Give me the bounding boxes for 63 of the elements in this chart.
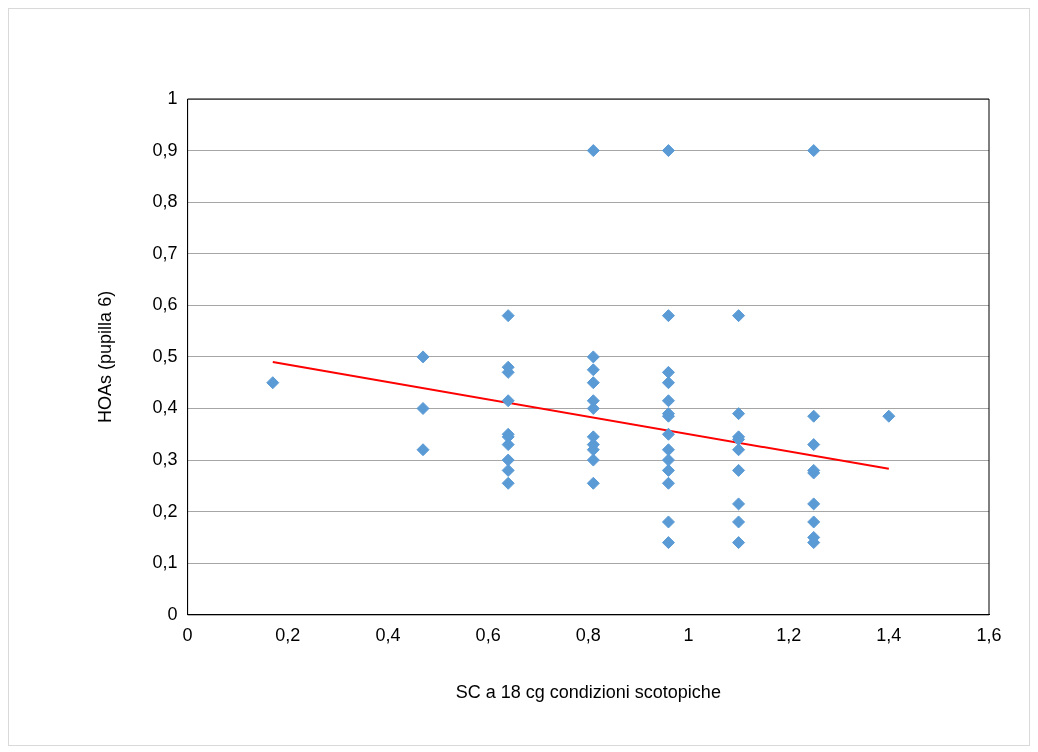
point	[501, 453, 515, 467]
point	[266, 376, 280, 390]
point	[661, 144, 675, 158]
x-tick-label: 1	[683, 624, 694, 645]
point	[661, 365, 675, 379]
y-axis-title: HOAs (pupilla 6)	[94, 290, 115, 423]
x-tick-label: 1,6	[976, 624, 1002, 645]
point	[501, 394, 515, 408]
x-tick-label: 1,4	[876, 624, 902, 645]
x-tick-label: 0	[182, 624, 193, 645]
point	[501, 476, 515, 490]
x-tick-label: 0,8	[575, 624, 601, 645]
point	[807, 409, 821, 423]
point	[661, 309, 675, 323]
x-tick-label: 1,2	[776, 624, 802, 645]
point	[586, 350, 600, 364]
x-tick-label: 0,6	[475, 624, 501, 645]
y-tick-label: 0	[167, 603, 178, 624]
point	[882, 409, 896, 423]
point	[732, 463, 746, 477]
point	[501, 309, 515, 323]
point	[661, 515, 675, 529]
point	[732, 309, 746, 323]
x-tick-label: 0,4	[375, 624, 401, 645]
point	[501, 463, 515, 477]
point	[661, 443, 675, 457]
point	[586, 144, 600, 158]
point	[807, 515, 821, 529]
y-tick-label: 0,9	[152, 139, 178, 160]
x-tick-label: 0,2	[275, 624, 301, 645]
point	[807, 144, 821, 158]
point	[661, 463, 675, 477]
x-axis-title: SC a 18 cg condizioni scotopiche	[455, 682, 721, 703]
point	[586, 476, 600, 490]
point	[586, 376, 600, 390]
point	[732, 407, 746, 421]
point	[732, 536, 746, 550]
point	[586, 453, 600, 467]
point	[807, 497, 821, 511]
point	[661, 394, 675, 408]
y-tick-label: 0,2	[152, 500, 178, 521]
point	[732, 515, 746, 529]
point	[732, 443, 746, 457]
y-tick-label: 0,5	[152, 345, 178, 366]
y-tick-label: 0,6	[152, 294, 178, 315]
y-tick-label: 1	[167, 87, 178, 108]
point	[661, 476, 675, 490]
y-tick-label: 0,1	[152, 552, 178, 573]
y-tick-label: 0,4	[152, 397, 178, 418]
point	[732, 497, 746, 511]
point	[416, 350, 430, 364]
point	[416, 443, 430, 457]
y-tick-label: 0,7	[152, 242, 178, 263]
point	[807, 438, 821, 452]
point	[501, 438, 515, 452]
point	[416, 401, 430, 415]
point	[661, 453, 675, 467]
y-tick-label: 0,8	[152, 191, 178, 212]
point	[661, 376, 675, 390]
y-tick-label: 0,3	[152, 449, 178, 470]
point	[586, 363, 600, 377]
point	[661, 427, 675, 441]
point	[661, 536, 675, 550]
